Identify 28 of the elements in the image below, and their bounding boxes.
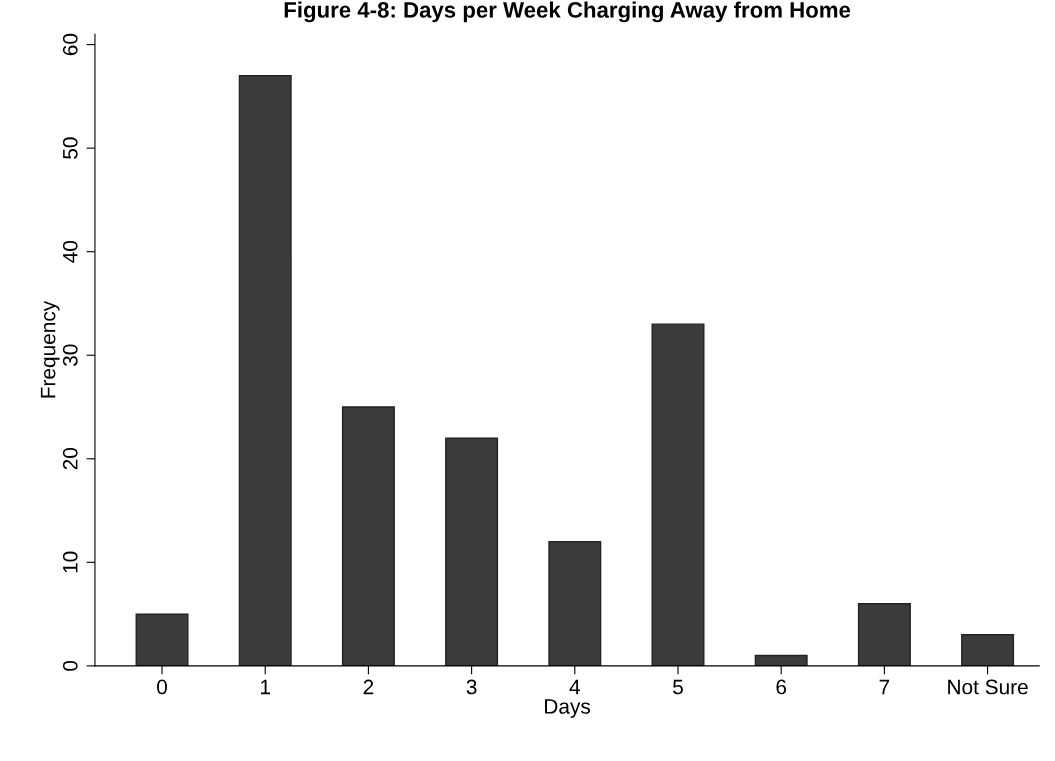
- y-tick-label: 30: [62, 344, 78, 367]
- x-tick-label: 3: [466, 679, 477, 695]
- bar: [651, 323, 705, 666]
- y-tick-label: 0: [62, 660, 78, 671]
- y-axis-title: Frequency: [40, 300, 60, 398]
- bar: [754, 654, 808, 666]
- x-tick-label: Not Sure: [948, 679, 1028, 695]
- bar: [548, 540, 602, 666]
- x-tick-label: 2: [363, 679, 374, 695]
- bar: [961, 634, 1015, 666]
- x-tick-label: 4: [569, 679, 580, 695]
- chart-title: Figure 4-8: Days per Week Charging Away from Home: [284, 1, 851, 23]
- bar: [238, 74, 292, 666]
- x-tick-label: 0: [157, 679, 167, 695]
- x-tick-label: 1: [261, 679, 270, 695]
- y-tick-label: 60: [62, 33, 78, 56]
- y-tick-label: 10: [62, 551, 78, 573]
- bar: [445, 437, 499, 666]
- x-tick-label: 5: [673, 679, 683, 695]
- bar: [341, 406, 395, 666]
- x-axis-title: Days: [545, 699, 591, 718]
- bar: [135, 613, 189, 666]
- x-tick-label: 6: [776, 679, 787, 695]
- x-tick-label: 7: [879, 679, 890, 695]
- y-tick-label: 50: [62, 137, 78, 159]
- y-tick-label: 40: [62, 240, 78, 263]
- y-tick-label: 20: [62, 448, 78, 470]
- bar: [857, 603, 911, 666]
